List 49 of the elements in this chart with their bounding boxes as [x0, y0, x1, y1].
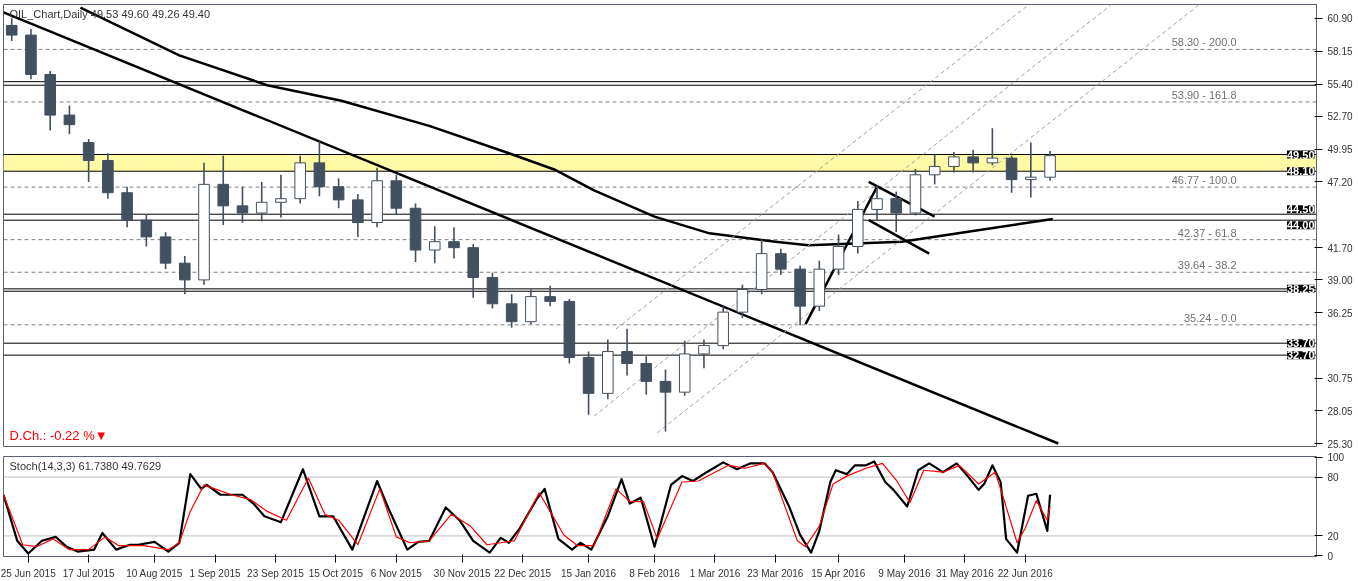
y-tick-label: 30.75	[1327, 373, 1353, 385]
y-tick-label: 36.25	[1327, 307, 1353, 319]
y-tick-label: 41.70	[1327, 242, 1353, 254]
x-tick-label: 22 Dec 2015	[494, 567, 552, 579]
y-tick-label: 80	[1327, 472, 1340, 484]
ref-line-label: 48.10	[1286, 165, 1315, 178]
x-tick-label: 22 Jun 2016	[997, 567, 1054, 579]
annotation: D.Ch.: -0.22 %▼	[9, 427, 108, 443]
x-tick-label: 9 May 2016	[878, 567, 932, 579]
x-tick-label: 23 Sep 2015	[247, 567, 305, 579]
y-tick-label: 20	[1327, 530, 1340, 542]
ref-line-label: 53.90 - 161.8	[1171, 88, 1237, 101]
x-tick-label: 30 Nov 2015	[433, 567, 492, 579]
ref-line-label: 58.30 - 200.0	[1171, 36, 1237, 49]
y-tick-label: 100	[1327, 452, 1345, 464]
ref-line-label: 44.00	[1286, 219, 1315, 232]
x-tick-label: 23 Mar 2016	[747, 567, 804, 579]
x-tick-label: 6 Nov 2015	[370, 567, 423, 579]
ref-line-label: 38.25	[1286, 282, 1315, 295]
y-tick-label: 47.20	[1327, 176, 1353, 188]
y-tick-label: 55.40	[1327, 79, 1353, 91]
ref-line-label: 42.37 - 61.8	[1177, 226, 1237, 239]
ref-line-label: 49.50	[1286, 148, 1315, 161]
ref-line-label: 39.64 - 38.2	[1177, 259, 1237, 272]
ref-line-label: 32.70	[1286, 349, 1315, 362]
x-tick-label: 1 Mar 2016	[689, 567, 741, 579]
x-tick-label: 15 Jan 2016	[561, 567, 617, 579]
ref-line-label: 33.70	[1286, 337, 1315, 350]
y-tick-label: 28.05	[1327, 405, 1353, 417]
x-tick-label: 1 Sep 2015	[189, 567, 242, 579]
x-tick-label: 8 Feb 2016	[629, 567, 681, 579]
y-tick-label: 49.95	[1327, 144, 1353, 156]
y-tick-label: 0	[1327, 550, 1334, 562]
y-tick-label: 60.90	[1327, 13, 1353, 25]
x-tick-label: 25 Jun 2015	[0, 567, 57, 579]
x-tick-label: 15 Oct 2015	[308, 567, 364, 579]
chart-title: OIL_Chart,Daily 49.53 49.60 49.26 49.40	[9, 7, 211, 20]
x-tick-label: 17 Jul 2015	[62, 567, 115, 579]
ref-line-label: 35.24 - 0.0	[1183, 311, 1237, 324]
chart-title: Stoch(14,3,3) 61.7380 49.7629	[9, 459, 162, 472]
x-tick-label: 31 May 2016	[935, 567, 995, 579]
ref-line-label: 44.50	[1286, 203, 1315, 216]
y-tick-label: 25.30	[1327, 438, 1353, 450]
x-tick-label: 10 Aug 2015	[126, 567, 183, 579]
ref-line-label: 46.77 - 100.0	[1171, 174, 1237, 187]
x-tick-label: 15 Apr 2016	[811, 567, 866, 579]
y-tick-label: 52.70	[1327, 111, 1353, 123]
y-tick-label: 58.15	[1327, 46, 1353, 58]
y-tick-label: 39.00	[1327, 274, 1353, 286]
